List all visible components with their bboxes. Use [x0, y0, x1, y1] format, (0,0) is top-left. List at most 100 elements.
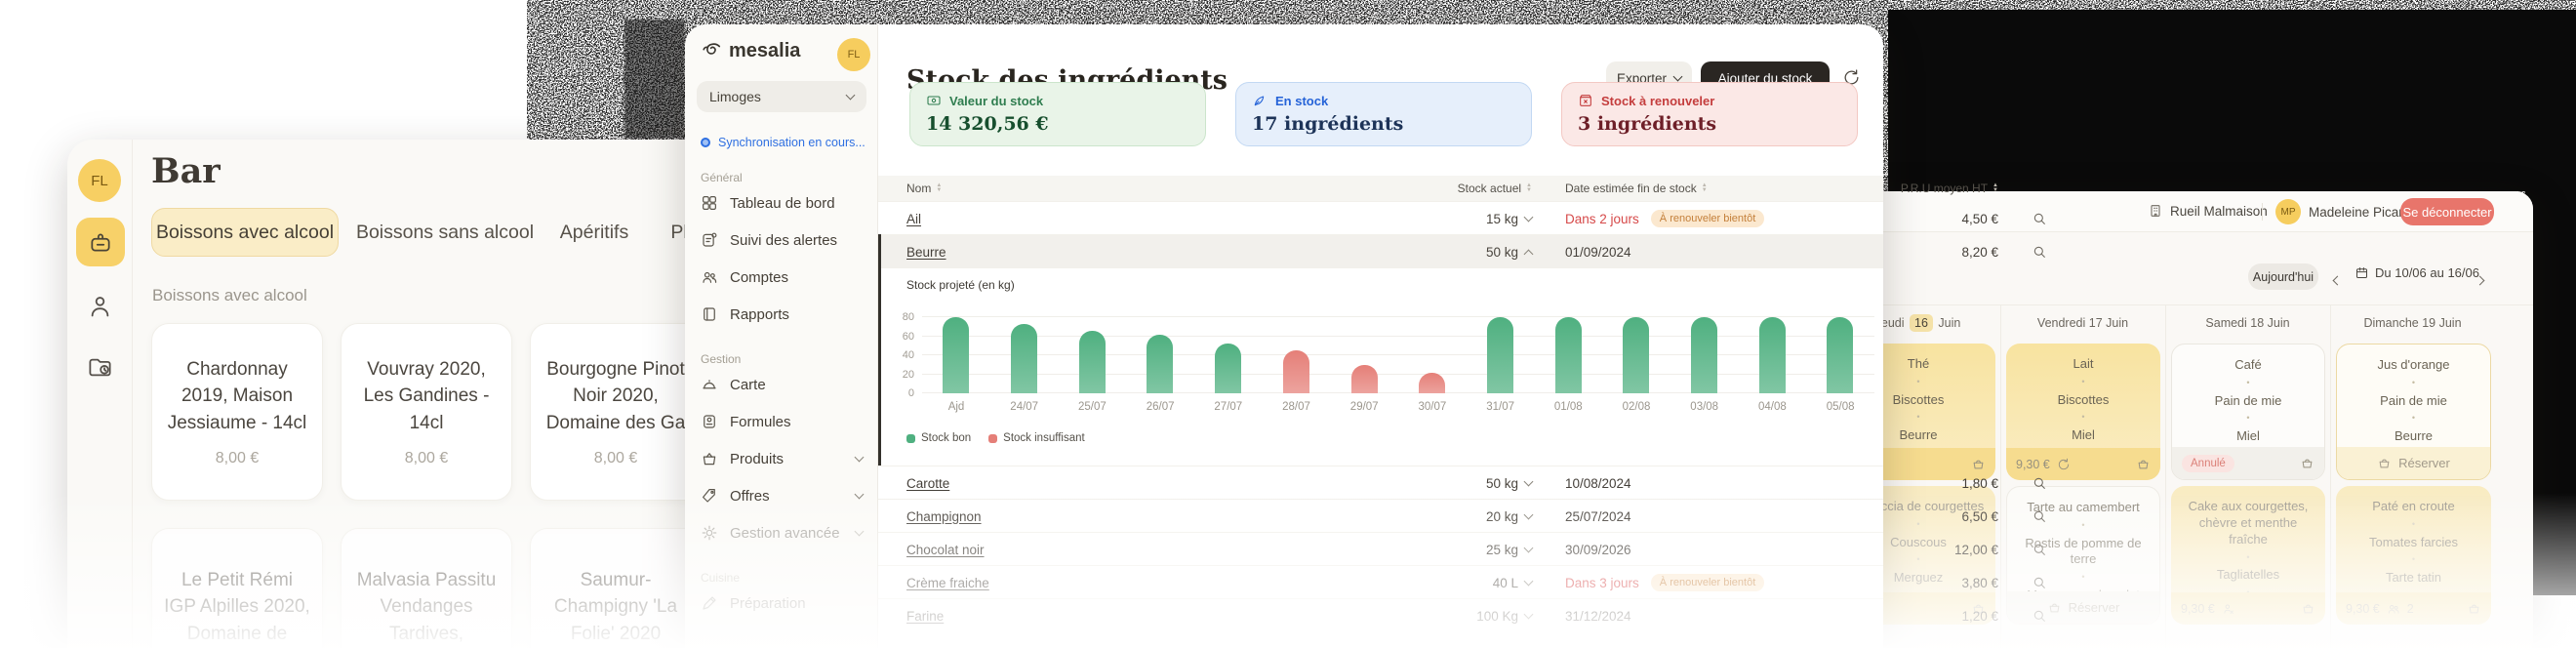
- avatar[interactable]: FL: [78, 159, 121, 202]
- product-name: Saumur-Champigny 'La Folie' 2020 Château…: [553, 569, 678, 644]
- nav-gestion-avancee[interactable]: Gestion avancée: [701, 524, 865, 542]
- menu-card-icon: [701, 413, 718, 430]
- col-stock-actuel[interactable]: Stock actuel: [1210, 176, 1532, 201]
- repeat-icon[interactable]: [2057, 458, 2071, 471]
- nav-rapports[interactable]: Rapports: [701, 305, 863, 323]
- column-divider: [2330, 304, 2331, 648]
- chevron-down-icon[interactable]: [1523, 212, 1534, 222]
- basket-icon[interactable]: [2301, 601, 2315, 616]
- nav-tableau-de-bord[interactable]: Tableau de bord: [701, 194, 863, 212]
- nav-preparation[interactable]: Préparation: [701, 594, 863, 612]
- meal-item: Beurre: [1849, 412, 1988, 444]
- legend-dot: [988, 433, 998, 443]
- table-row[interactable]: Ail 15 kg Dans 2 jours À renouveler bient…: [878, 201, 2045, 234]
- search-icon[interactable]: [2026, 500, 2053, 533]
- basket-icon[interactable]: [1971, 457, 1986, 471]
- refresh-button[interactable]: [1842, 68, 1861, 87]
- box-alert-icon: [1578, 93, 1593, 108]
- meal-card[interactable]: Paté en croute Tomates farciesTarte tatin…: [2336, 486, 2491, 625]
- person-tool-button[interactable]: [87, 294, 113, 320]
- basket-icon[interactable]: [2300, 456, 2314, 470]
- product-price: 8,00 €: [215, 450, 260, 467]
- ingredient-link[interactable]: Farine: [906, 608, 945, 624]
- chevron-down-icon[interactable]: [1523, 543, 1534, 552]
- basket-icon[interactable]: [2467, 601, 2481, 616]
- meal-card[interactable]: Lait BiscottesMiel 9,30 €: [2006, 344, 2160, 480]
- table-row[interactable]: Farine 100 Kg 31/12/2024 1,20 €: [878, 598, 2045, 631]
- tab-boissons-sans-alcool[interactable]: Boissons sans alcool: [355, 221, 535, 243]
- stock-chart: Stock projeté (en kg) 0 20 40 60 80 Ajd 24/07…: [881, 267, 1883, 466]
- chevron-down-icon[interactable]: [1523, 509, 1534, 519]
- search-icon[interactable]: [2026, 466, 2053, 500]
- page-title: Bar: [151, 151, 221, 191]
- meal-card[interactable]: Cake aux courgettes, chèvre et menthe fr…: [2171, 486, 2325, 625]
- tab-boissons-avec-alcool[interactable]: Boissons avec alcool: [151, 208, 339, 257]
- nav-formules[interactable]: Formules: [701, 413, 863, 430]
- basket-icon[interactable]: [2136, 457, 2151, 471]
- col-nom[interactable]: Nom: [906, 176, 942, 201]
- product-card[interactable]: Vouvray 2020, Les Gandines - 14cl 8,00 €: [341, 323, 512, 501]
- nav-produits[interactable]: Produits: [701, 450, 865, 467]
- product-card[interactable]: Malvasia Passitu Vendanges Tardives, Nic…: [341, 528, 512, 648]
- col-pru[interactable]: P.R.U moyen HT: [1854, 176, 1998, 201]
- meal-card[interactable]: Jus d'orange Pain de mieBeurre Réserver: [2336, 344, 2491, 480]
- meal-item: Café: [2234, 357, 2262, 372]
- search-icon[interactable]: [2026, 235, 2053, 268]
- next-week-button[interactable]: [2475, 271, 2485, 289]
- location-select[interactable]: Limoges: [697, 81, 866, 112]
- product-card[interactable]: Chardonnay 2019, Maison Jessiaume - 14cl…: [151, 323, 323, 501]
- alert-doc-icon: [701, 231, 718, 249]
- history-tool-button[interactable]: [87, 354, 113, 381]
- today-button[interactable]: Aujourd'hui: [2248, 263, 2318, 290]
- bar-tool-button[interactable]: [76, 218, 125, 266]
- nav-comptes[interactable]: Comptes: [701, 268, 863, 286]
- col-date-fin-stock[interactable]: Date estimée fin de stock: [1565, 176, 1708, 201]
- chevron-down-icon[interactable]: [1523, 476, 1534, 486]
- search-icon[interactable]: [2026, 566, 2053, 599]
- search-icon[interactable]: [2026, 533, 2053, 566]
- renew-badge: À renouveler bientôt: [1650, 574, 1765, 591]
- sync-dot-icon: [701, 138, 710, 147]
- avatar[interactable]: FL: [837, 38, 870, 71]
- ingredient-link[interactable]: Carotte: [906, 475, 950, 491]
- basket-icon: [2377, 456, 2392, 470]
- ingredient-link[interactable]: Beurre: [906, 244, 946, 260]
- tab-aperitifs[interactable]: Apéritifs: [559, 221, 629, 243]
- people-icon: [701, 268, 718, 286]
- reserve-button[interactable]: Réserver: [2337, 447, 2490, 479]
- search-icon[interactable]: [2026, 202, 2053, 235]
- product-card[interactable]: Bourgogne Pinot Noir 2020, Domaine des G…: [530, 323, 702, 501]
- nav-carte[interactable]: Carte: [701, 376, 863, 393]
- ingredient-link[interactable]: Chocolat noir: [906, 542, 985, 557]
- nav-offres[interactable]: Offres: [701, 487, 865, 505]
- topbar-divider: [2262, 203, 2263, 221]
- logout-button[interactable]: Se déconnecter: [2400, 198, 2494, 225]
- ingredient-link[interactable]: Ail: [906, 211, 922, 226]
- avatar: MP: [2275, 199, 2301, 224]
- user-menu[interactable]: MP Madeleine Picard: [2275, 199, 2427, 224]
- chevron-down-icon: [1672, 71, 1683, 82]
- search-icon[interactable]: [2026, 599, 2053, 632]
- table-row[interactable]: Chocolat noir 25 kg 30/09/2026 12,00 €: [878, 532, 2045, 565]
- chevron-down-icon[interactable]: [1523, 576, 1534, 586]
- product-card[interactable]: Le Petit Rémi IGP Alpilles 2020, Domaine…: [151, 528, 323, 648]
- location-label[interactable]: Rueil Malmaison: [2148, 203, 2268, 219]
- tag-icon: [701, 487, 718, 505]
- chevron-up-icon[interactable]: [1523, 249, 1534, 259]
- table-row[interactable]: Carotte 50 kg 10/08/2024 1,80 €: [878, 466, 2045, 499]
- prev-week-button[interactable]: [2332, 271, 2343, 289]
- product-card[interactable]: Saumur-Champigny 'La Folie' 2020 Château…: [530, 528, 702, 648]
- date-range[interactable]: Du 10/06 au 16/06: [2355, 265, 2479, 280]
- chevron-down-icon[interactable]: [1523, 609, 1534, 619]
- chevron-down-icon: [854, 452, 865, 463]
- nav-suivi-des-alertes[interactable]: Suivi des alertes: [701, 231, 863, 249]
- meal-card[interactable]: Café Pain de mieMiel Annulé: [2171, 344, 2325, 480]
- ingredient-link[interactable]: Crème fraiche: [906, 575, 989, 590]
- ingredient-link[interactable]: Champignon: [906, 508, 982, 524]
- sort-icon: [1992, 183, 1998, 193]
- brand: mesalia: [701, 40, 800, 62]
- table-row[interactable]: Champignon 20 kg 25/07/2024 6,50 €: [878, 499, 2045, 532]
- table-row-selected[interactable]: Beurre 50 kg 01/09/2024 8,20 €: [881, 234, 2045, 267]
- meal-item: Paté en croute: [2372, 499, 2455, 513]
- table-row[interactable]: Crème fraiche 40 L Dans 3 jours À renouve…: [878, 565, 2045, 598]
